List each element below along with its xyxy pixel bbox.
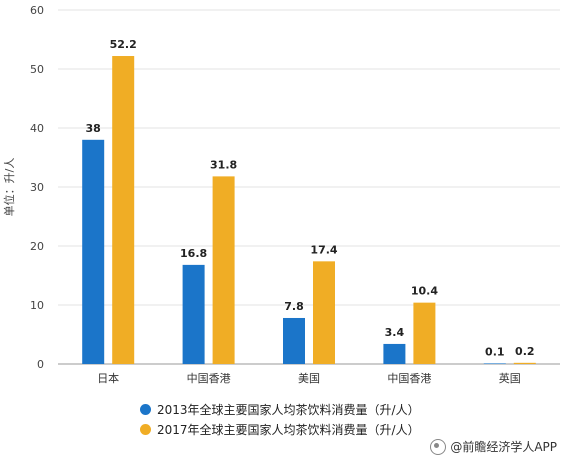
bar-2013 — [82, 139, 105, 364]
data-label: 10.4 — [411, 285, 438, 298]
legend-item-2017: 2017年全球主要国家人均茶饮料消费量（升/人） — [140, 421, 420, 438]
data-label: 0.1 — [485, 345, 505, 358]
bar-2017 — [513, 362, 536, 364]
y-tick-label: 60 — [30, 4, 44, 17]
bar-2017 — [112, 56, 135, 365]
legend-dot-2013 — [140, 404, 151, 415]
data-label: 7.8 — [284, 300, 304, 313]
data-label: 38 — [86, 122, 101, 135]
legend-label-2017: 2017年全球主要国家人均茶饮料消费量（升/人） — [157, 423, 420, 437]
y-tick-label: 20 — [30, 240, 44, 253]
legend-item-2013: 2013年全球主要国家人均茶饮料消费量（升/人） — [140, 401, 420, 418]
y-tick-label: 40 — [30, 122, 44, 135]
bar-chart: 0 10 20 30 40 50 60 单位：升/人 38 52.2 日本 16.8 31.8 中国香港 7… — [2, 4, 560, 385]
source-credit: @前瞻经济学人APP — [430, 438, 557, 455]
bar-2013 — [182, 264, 205, 364]
y-tick-label: 50 — [30, 63, 44, 76]
data-label: 16.8 — [180, 247, 207, 260]
data-label: 17.4 — [310, 243, 337, 256]
wechat-icon — [430, 438, 447, 455]
bar-2013 — [383, 343, 406, 364]
bar-2013 — [283, 317, 305, 364]
x-tick-label: 中国香港 — [187, 372, 231, 385]
y-tick-label: 30 — [30, 181, 44, 194]
y-tick-label: 0 — [37, 358, 44, 371]
x-tick-label: 中国香港 — [387, 372, 431, 385]
bar-2017 — [313, 261, 335, 364]
x-tick-label: 英国 — [499, 371, 521, 385]
y-axis-title: 单位：升/人 — [2, 158, 16, 217]
x-tick-label: 美国 — [298, 372, 320, 385]
legend-dot-2017 — [140, 424, 151, 435]
y-tick-label: 10 — [30, 299, 44, 312]
bar-2017 — [413, 302, 436, 364]
x-tick-label: 日本 — [97, 371, 119, 385]
data-label: 31.8 — [210, 158, 237, 171]
bar-2017 — [212, 176, 235, 364]
data-label: 0.2 — [515, 345, 535, 358]
data-label: 52.2 — [110, 38, 137, 51]
source-text: @前瞻经济学人APP — [450, 440, 557, 454]
legend-label-2013: 2013年全球主要国家人均茶饮料消费量（升/人） — [157, 403, 420, 417]
bar-2013 — [483, 363, 506, 364]
data-label: 3.4 — [385, 326, 405, 339]
